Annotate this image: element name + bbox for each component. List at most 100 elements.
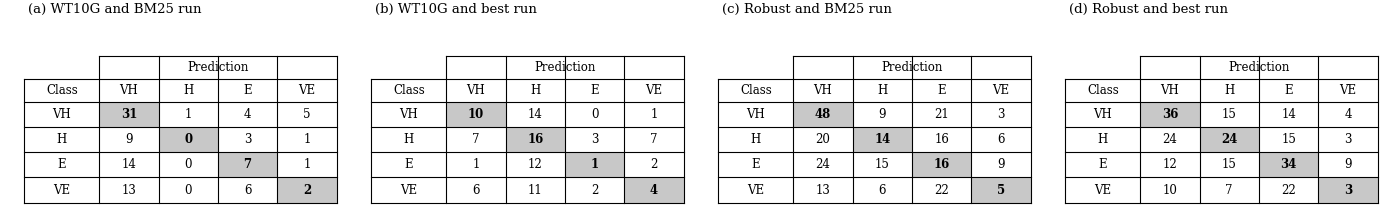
Text: E: E bbox=[751, 158, 761, 171]
Text: 14: 14 bbox=[874, 133, 890, 146]
Bar bbox=[505, 127, 565, 152]
Text: VH: VH bbox=[400, 108, 418, 121]
Text: 6: 6 bbox=[472, 184, 480, 197]
Text: 13: 13 bbox=[816, 184, 830, 197]
Text: (b) WT10G and best run: (b) WT10G and best run bbox=[375, 3, 537, 16]
Text: 16: 16 bbox=[934, 158, 949, 171]
Bar bbox=[1199, 127, 1259, 152]
Text: E: E bbox=[243, 84, 251, 97]
Text: 9: 9 bbox=[1344, 158, 1352, 171]
Text: E: E bbox=[57, 158, 67, 171]
Text: 34: 34 bbox=[1280, 158, 1296, 171]
Text: 3: 3 bbox=[591, 133, 598, 146]
Text: 9: 9 bbox=[997, 158, 1005, 171]
Bar bbox=[278, 177, 336, 203]
Text: 1: 1 bbox=[303, 133, 311, 146]
Text: VE: VE bbox=[1094, 184, 1112, 197]
Text: Prediction: Prediction bbox=[881, 61, 942, 74]
Text: VE: VE bbox=[992, 84, 1009, 97]
Bar bbox=[565, 152, 625, 177]
Text: 6: 6 bbox=[997, 133, 1005, 146]
Text: 7: 7 bbox=[1226, 184, 1233, 197]
Text: H: H bbox=[183, 84, 193, 97]
Text: 3: 3 bbox=[244, 133, 251, 146]
Text: E: E bbox=[1284, 84, 1292, 97]
Text: (d) Robust and best run: (d) Robust and best run bbox=[1069, 3, 1228, 16]
Text: 15: 15 bbox=[874, 158, 890, 171]
Text: 4: 4 bbox=[244, 108, 251, 121]
Text: VH: VH bbox=[1160, 84, 1180, 97]
Text: 14: 14 bbox=[1281, 108, 1296, 121]
Bar bbox=[100, 102, 158, 127]
Text: 3: 3 bbox=[1344, 184, 1352, 197]
Text: 16: 16 bbox=[527, 133, 543, 146]
Bar bbox=[446, 102, 505, 127]
Text: 11: 11 bbox=[527, 184, 543, 197]
Text: 4: 4 bbox=[650, 184, 658, 197]
Text: 24: 24 bbox=[1163, 133, 1177, 146]
Text: 1: 1 bbox=[303, 158, 311, 171]
Text: 2: 2 bbox=[591, 184, 598, 197]
Text: 6: 6 bbox=[244, 184, 251, 197]
Text: Class: Class bbox=[1087, 84, 1119, 97]
Bar bbox=[852, 127, 912, 152]
Text: 7: 7 bbox=[650, 133, 658, 146]
Text: 7: 7 bbox=[472, 133, 480, 146]
Text: Prediction: Prediction bbox=[1228, 61, 1289, 74]
Text: H: H bbox=[1098, 133, 1108, 146]
Text: VE: VE bbox=[298, 84, 315, 97]
Text: VE: VE bbox=[747, 184, 765, 197]
Text: 12: 12 bbox=[1163, 158, 1177, 171]
Text: VE: VE bbox=[1339, 84, 1356, 97]
Text: 15: 15 bbox=[1281, 133, 1296, 146]
Text: Class: Class bbox=[393, 84, 425, 97]
Text: 1: 1 bbox=[650, 108, 658, 121]
Text: 12: 12 bbox=[527, 158, 543, 171]
Text: VH: VH bbox=[813, 84, 833, 97]
Text: VH: VH bbox=[119, 84, 139, 97]
Text: H: H bbox=[751, 133, 761, 146]
Text: 0: 0 bbox=[185, 158, 192, 171]
Text: VH: VH bbox=[53, 108, 71, 121]
Text: 20: 20 bbox=[816, 133, 830, 146]
Text: 1: 1 bbox=[185, 108, 192, 121]
Text: 16: 16 bbox=[934, 133, 949, 146]
Text: Prediction: Prediction bbox=[534, 61, 595, 74]
Bar bbox=[793, 102, 852, 127]
Text: 22: 22 bbox=[1281, 184, 1296, 197]
Bar bbox=[972, 177, 1030, 203]
Bar bbox=[625, 177, 683, 203]
Bar bbox=[1140, 102, 1199, 127]
Text: (c) Robust and BM25 run: (c) Robust and BM25 run bbox=[722, 3, 891, 16]
Text: E: E bbox=[937, 84, 945, 97]
Bar bbox=[218, 152, 278, 177]
Text: E: E bbox=[1098, 158, 1108, 171]
Text: Class: Class bbox=[46, 84, 78, 97]
Text: H: H bbox=[530, 84, 540, 97]
Text: H: H bbox=[57, 133, 67, 146]
Text: 0: 0 bbox=[185, 184, 192, 197]
Bar bbox=[158, 127, 218, 152]
Text: Prediction: Prediction bbox=[187, 61, 248, 74]
Text: 13: 13 bbox=[122, 184, 136, 197]
Text: 15: 15 bbox=[1221, 158, 1237, 171]
Text: 10: 10 bbox=[468, 108, 484, 121]
Text: 1: 1 bbox=[590, 158, 598, 171]
Text: 24: 24 bbox=[816, 158, 830, 171]
Text: 7: 7 bbox=[243, 158, 251, 171]
Text: 21: 21 bbox=[934, 108, 949, 121]
Text: 5: 5 bbox=[303, 108, 311, 121]
Text: H: H bbox=[877, 84, 887, 97]
Text: VE: VE bbox=[400, 184, 418, 197]
Text: VE: VE bbox=[53, 184, 71, 197]
Text: 36: 36 bbox=[1162, 108, 1178, 121]
Text: 2: 2 bbox=[303, 184, 311, 197]
Text: 22: 22 bbox=[934, 184, 949, 197]
Text: 3: 3 bbox=[1344, 133, 1352, 146]
Text: 1: 1 bbox=[472, 158, 480, 171]
Text: Class: Class bbox=[740, 84, 772, 97]
Text: 6: 6 bbox=[879, 184, 886, 197]
Text: VH: VH bbox=[1094, 108, 1112, 121]
Text: 9: 9 bbox=[879, 108, 886, 121]
Text: E: E bbox=[590, 84, 598, 97]
